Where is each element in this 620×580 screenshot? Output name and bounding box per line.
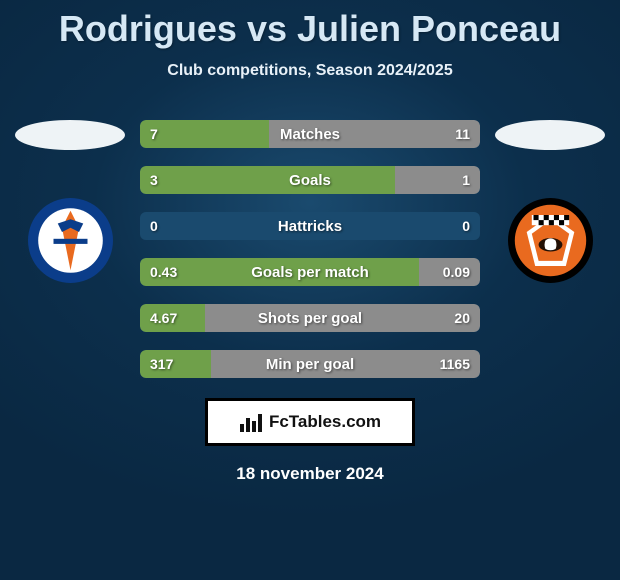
stat-label: Matches [140, 126, 480, 143]
chart-bars-icon [239, 412, 263, 432]
page-title: Rodrigues vs Julien Ponceau [0, 0, 620, 50]
club-badge-right-icon [508, 198, 593, 283]
brand-badge[interactable]: FcTables.com [205, 398, 415, 446]
fc-lorient-badge [508, 198, 593, 283]
brand-label: FcTables.com [269, 412, 381, 432]
stat-label: Min per goal [140, 356, 480, 373]
stat-row: 0.430.09Goals per match [140, 258, 480, 286]
stats-table: 711Matches 31Goals 00Hattricks 0.430.09Goal… [140, 120, 480, 378]
stat-row: 00Hattricks [140, 212, 480, 240]
right-player-column [490, 120, 610, 283]
stat-label: Goals [140, 172, 480, 189]
stat-row: 31Goals [140, 166, 480, 194]
club-badge-left-icon [28, 198, 113, 283]
stat-label: Shots per goal [140, 310, 480, 327]
stat-label: Goals per match [140, 264, 480, 281]
right-player-placeholder [495, 120, 605, 150]
date-text: 18 november 2024 [0, 464, 620, 484]
left-player-placeholder [15, 120, 125, 150]
stat-label: Hattricks [140, 218, 480, 235]
tappara-badge [28, 198, 113, 283]
left-player-column [10, 120, 130, 283]
stat-row: 4.6720Shots per goal [140, 304, 480, 332]
comparison-area: 711Matches 31Goals 00Hattricks 0.430.09Goal… [0, 120, 620, 378]
subtitle: Club competitions, Season 2024/2025 [0, 62, 620, 80]
stat-row: 711Matches [140, 120, 480, 148]
stat-row: 3171165Min per goal [140, 350, 480, 378]
